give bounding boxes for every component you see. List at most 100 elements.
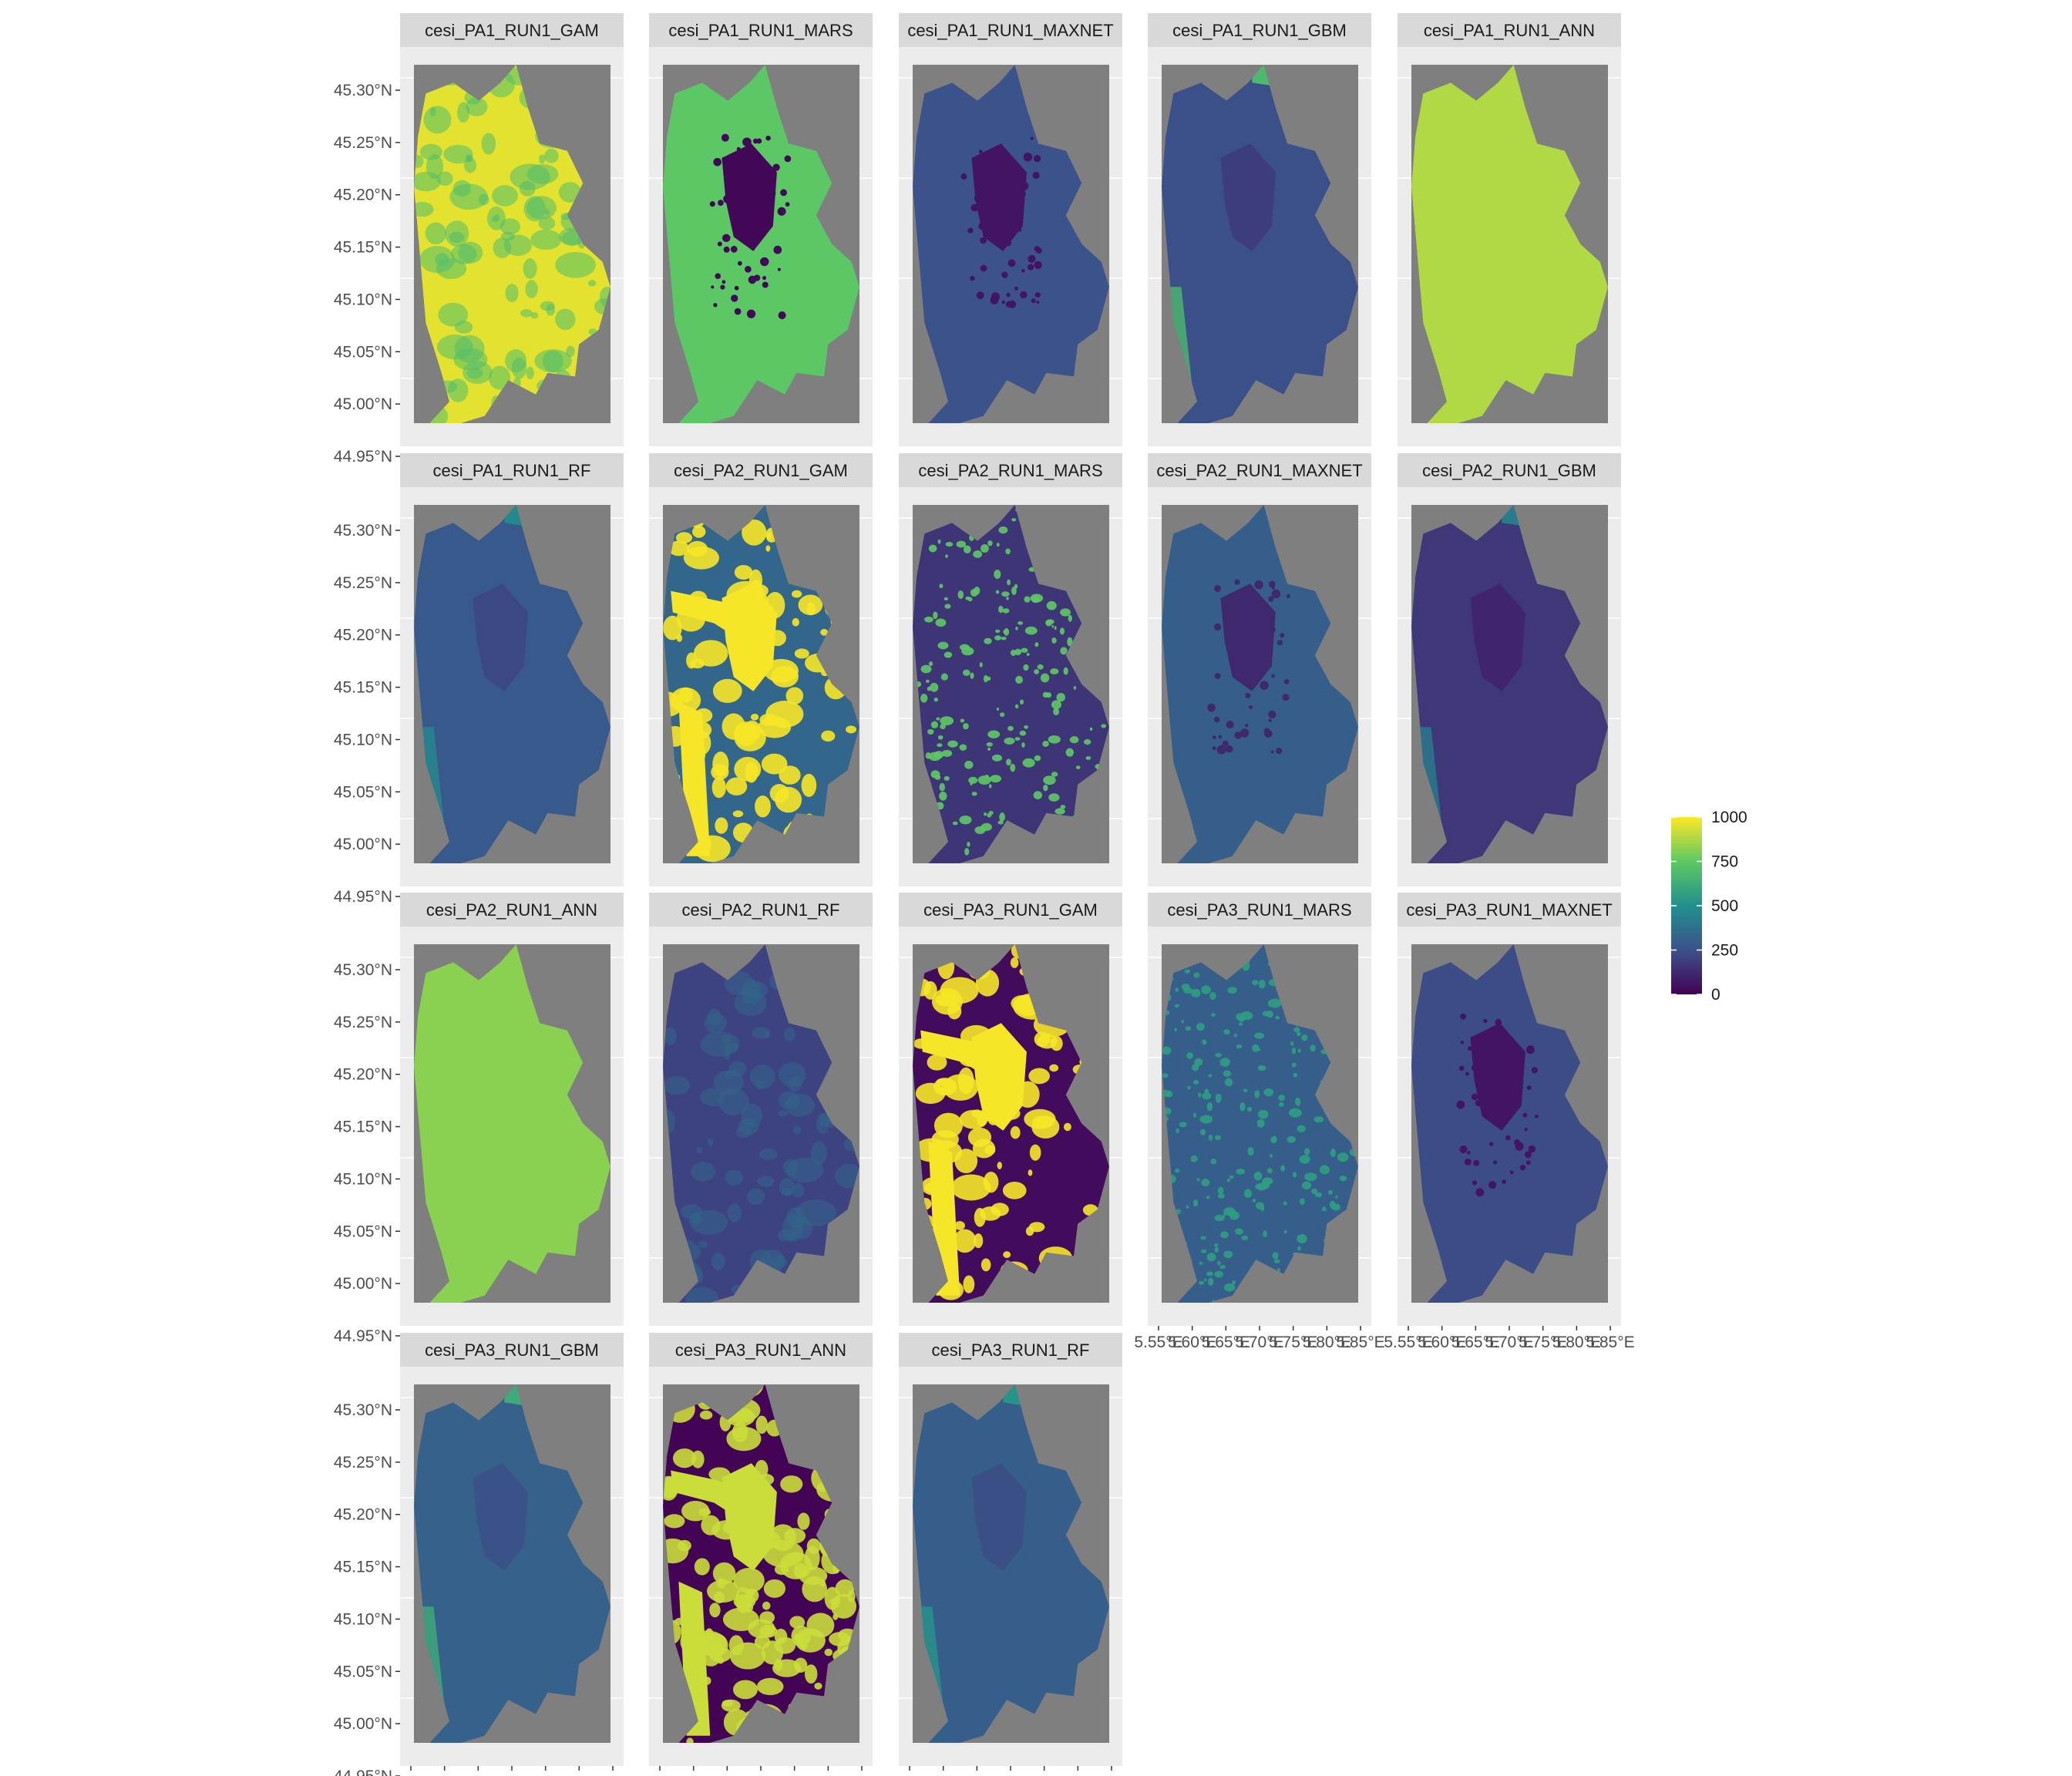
raster-cell [1243,1088,1248,1092]
raster-cell [1060,805,1066,809]
raster-cell [1065,748,1075,757]
raster-cell [1010,1126,1021,1139]
raster-cell [756,1677,784,1696]
x-tick-label: 5.55°E [885,1774,933,1776]
raster-cell [668,540,689,557]
raster-cell [1297,1246,1301,1251]
raster-cell [774,1564,789,1576]
raster-cell [1255,1202,1264,1209]
raster-cell [1278,1095,1285,1102]
raster-cell [745,266,752,273]
raster-cell [939,782,946,792]
raster-cell [1524,1128,1528,1132]
y-tick-label: 45.20°N [334,627,392,644]
raster-cell [1011,586,1017,595]
raster-cell [782,1159,799,1176]
raster-cell [820,628,829,636]
raster-cell [1283,1229,1287,1234]
raster-cell [1063,1122,1071,1132]
raster-cell [752,138,758,144]
raster-cell [715,273,722,279]
raster-cell [1214,1243,1219,1247]
raster-cell [980,543,989,553]
raster-cell [1504,1068,1509,1073]
raster-cell [989,775,1002,783]
raster-cell [1229,1175,1234,1179]
raster-cell [778,311,786,320]
raster-cell [712,1562,736,1585]
raster-cell [1025,1226,1034,1236]
raster-cell [940,673,948,681]
raster-cell [1518,1049,1523,1054]
raster-cell [500,218,521,235]
raster-cell [1023,153,1033,162]
raster-cell [933,1078,957,1096]
raster-cell [755,796,771,818]
raster-cell [1248,624,1255,631]
raster-cell [970,781,973,786]
raster-cell [978,222,986,230]
raster-cell [1299,1155,1310,1164]
facet-label: cesi_PA1_RUN1_GBM [1172,21,1347,40]
raster-cell [1181,1020,1184,1024]
x-tick-label: 5.60°E [420,1774,469,1776]
raster-cell [1479,1076,1486,1083]
raster-cell [1033,791,1043,799]
raster-cell [1471,1093,1478,1101]
raster-cell [1499,1121,1505,1127]
raster-cell [1268,596,1274,602]
x-tick-label: 5.80°E [1303,1334,1351,1351]
raster-cell [1034,755,1041,762]
raster-cell [779,1177,796,1196]
valley-zone [671,590,762,648]
raster-cell [1185,1026,1192,1031]
raster-cell [737,261,742,266]
raster-cell [1258,979,1266,989]
raster-cell [1162,1073,1169,1078]
raster-cell [804,1546,820,1571]
raster-cell [1042,740,1049,747]
facet-panel: cesi_PA2_RUN1_MAXNET [1148,453,1371,886]
raster-cell [804,1664,818,1684]
raster-cell [1314,1192,1323,1198]
raster-cell [1032,1115,1048,1128]
raster-cell [1244,723,1249,728]
raster-cell [1193,972,1200,978]
x-tick-label: 5.80°E [804,1774,853,1776]
x-tick-label: 5.70°E [1235,1334,1283,1351]
raster-cell [829,1598,840,1605]
facet-panel: cesi_PA2_RUN1_MARS [899,453,1122,886]
raster-cell [795,1628,826,1653]
raster-cell [1010,649,1017,656]
raster-cell [1006,597,1009,600]
y-tick-label: 45.25°N [334,134,392,152]
x-tick-label: 5.85°E [1336,1334,1384,1351]
raster-cell [423,106,452,134]
y-tick-label: 45.05°N [334,1223,392,1240]
raster-cell [1067,637,1073,647]
raster-cell [765,135,771,141]
raster-cell [720,284,725,290]
raster-cell [959,744,967,751]
raster-cell [753,274,761,281]
facet-strip [1398,13,1621,47]
raster-cell [1010,763,1016,772]
raster-cell [821,730,836,742]
raster-cell [1271,674,1275,678]
y-tick-label: 45.05°N [334,783,392,801]
facet-panel: cesi_PA1_RUN1_MARS [649,13,873,446]
raster-cell [1495,1018,1502,1026]
raster-cell [956,540,967,548]
raster-cell [458,241,483,264]
raster-cell [944,775,950,781]
raster-cell [772,163,780,171]
raster-cell [1030,136,1034,140]
raster-cell [1268,718,1272,722]
raster-cell [1282,693,1290,701]
raster-cell [1262,1177,1273,1186]
raster-cell [1514,1102,1519,1105]
facet-strip [400,893,624,927]
territory-fill [663,65,859,423]
raster-cell [1528,1145,1536,1153]
city-zone [971,143,1027,251]
